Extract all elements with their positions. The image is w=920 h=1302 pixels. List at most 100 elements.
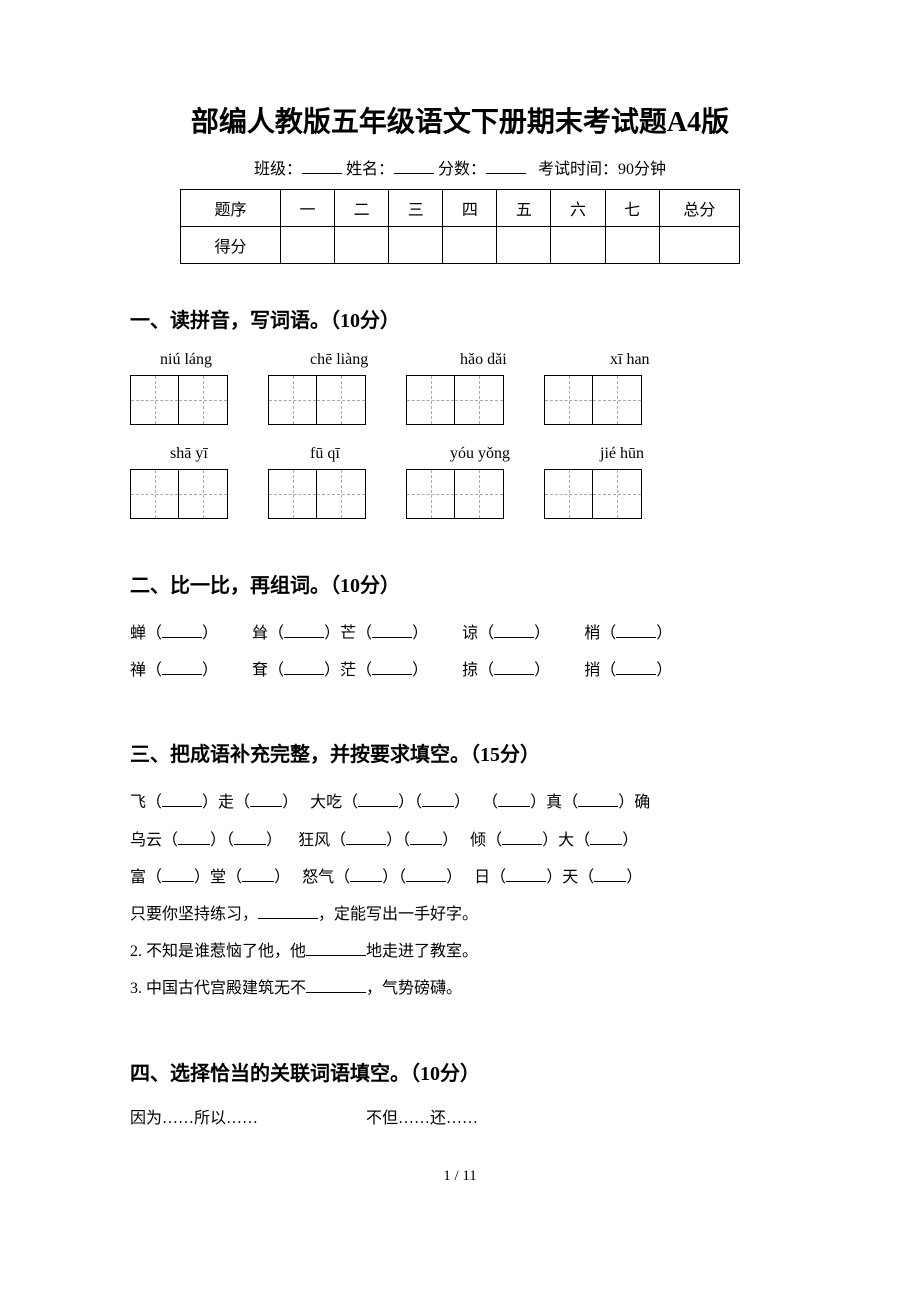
score-cell[interactable] [335,227,389,264]
fill-blank[interactable] [284,674,324,675]
fill-blank[interactable] [494,674,534,675]
score-table: 题序 一 二 三 四 五 六 七 总分 得分 [180,189,740,264]
section4-title: 四、选择恰当的关联词语填空。（10分） [130,1057,790,1086]
fill-blank[interactable] [494,637,534,638]
table-header-row: 题序 一 二 三 四 五 六 七 总分 [181,190,740,227]
pinyin-label: jié hūn [600,445,680,463]
class-blank[interactable] [302,156,342,174]
text: 地走进了教室。 [366,943,478,960]
char-label: 掠 [462,662,478,679]
fill-blank[interactable] [306,955,366,956]
char-box-pair[interactable] [268,375,366,425]
fill-blank[interactable] [578,806,618,807]
section2-title: 二、比一比，再组词。（10分） [130,569,790,598]
char-box-pair[interactable] [268,469,366,519]
text: 狂风 [298,832,330,849]
char-box-pair[interactable] [544,375,642,425]
text: 日 [474,869,490,886]
fill-blank[interactable] [410,844,442,845]
fill-blank[interactable] [358,806,398,807]
text: 大 [558,832,574,849]
score-cell[interactable] [281,227,335,264]
pinyin-label: hǎo dǎi [460,351,562,369]
char-label: 蝉 [130,625,146,642]
fill-blank[interactable] [306,992,366,993]
name-blank[interactable] [394,156,434,174]
text: 倾 [470,832,486,849]
fill-blank[interactable] [406,881,446,882]
fill-blank[interactable] [234,844,266,845]
fill-blank[interactable] [616,637,656,638]
score-cell[interactable] [389,227,443,264]
score-cell[interactable] [443,227,497,264]
fill-blank[interactable] [502,844,542,845]
fill-blank[interactable] [162,806,202,807]
char-label: 禅 [130,662,146,679]
score-label: 分数： [438,161,486,178]
char-label: 芒 [340,625,356,642]
score-cell[interactable] [659,227,739,264]
pinyin-label: xī han [610,351,712,369]
char-box-row-1 [130,375,790,425]
text: 2. 不知是谁惹恼了他，他 [130,943,306,960]
class-label: 班级： [254,161,302,178]
fill-blank[interactable] [590,844,622,845]
fill-blank[interactable] [616,674,656,675]
fill-blank[interactable] [284,637,324,638]
pinyin-row-2: shā yī fū qī yóu yǒng jié hūn [130,445,790,463]
text: 乌云 [130,832,162,849]
fill-blank[interactable] [350,881,382,882]
score-cell[interactable] [497,227,551,264]
text: 确 [634,794,650,811]
score-blank[interactable] [486,156,526,174]
info-line: 班级： 姓名： 分数： 考试时间：90分钟 [130,155,790,179]
pinyin-label: chē liàng [310,351,412,369]
option-text: 不但……还…… [366,1110,478,1127]
fill-blank[interactable] [594,881,626,882]
pinyin-label: niú láng [160,351,262,369]
fill-blank[interactable] [506,881,546,882]
char-box-pair[interactable] [130,469,228,519]
char-box-pair[interactable] [406,469,504,519]
section3-sentence3: 3. 中国古代宫殿建筑无不，气势磅礴。 [130,971,790,1006]
text: ，气势磅礴。 [366,980,462,997]
char-label: 耸 [252,625,268,642]
text: 走 [218,794,234,811]
name-label: 姓名： [346,161,394,178]
text: ，定能写出一手好字。 [318,906,478,923]
fill-blank[interactable] [162,881,194,882]
header-cell: 六 [551,190,605,227]
fill-blank[interactable] [162,637,202,638]
char-label: 梢 [584,625,600,642]
header-cell: 七 [605,190,659,227]
pinyin-row-1: niú láng chē liàng hǎo dǎi xī han [130,351,790,369]
char-box-pair[interactable] [406,375,504,425]
header-cell: 三 [389,190,443,227]
header-cell: 四 [443,190,497,227]
section2-line1: 蝉（） 耸（）芒（） 谅（） 梢（） [130,616,790,651]
fill-blank[interactable] [346,844,386,845]
char-label: 谅 [462,625,478,642]
fill-blank[interactable] [498,806,530,807]
fill-blank[interactable] [162,674,202,675]
header-cell: 二 [335,190,389,227]
text: 真 [546,794,562,811]
section3-sentence2: 2. 不知是谁惹恼了他，他 地走进了教室。 [130,934,790,969]
score-cell[interactable] [605,227,659,264]
page-title: 部编人教版五年级语文下册期末考试题A4版 [130,100,790,140]
score-cell[interactable] [551,227,605,264]
fill-blank[interactable] [258,918,318,919]
fill-blank[interactable] [372,674,412,675]
char-box-row-2 [130,469,790,519]
char-box-pair[interactable] [130,375,228,425]
char-box-pair[interactable] [544,469,642,519]
fill-blank[interactable] [242,881,274,882]
pinyin-label: fū qī [310,445,390,463]
section3-title: 三、把成语补充完整，并按要求填空。（15分） [130,738,790,767]
fill-blank[interactable] [372,637,412,638]
fill-blank[interactable] [422,806,454,807]
text: 堂 [210,869,226,886]
fill-blank[interactable] [178,844,210,845]
fill-blank[interactable] [250,806,282,807]
header-cell: 五 [497,190,551,227]
